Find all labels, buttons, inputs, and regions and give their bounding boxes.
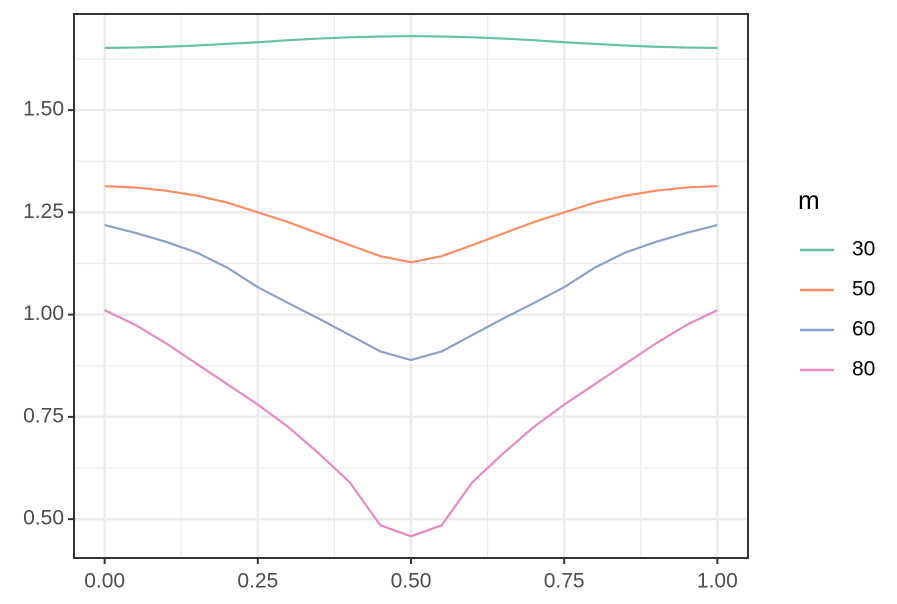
x-tick-label: 0.00: [84, 570, 125, 593]
y-tick-label: 1.50: [23, 98, 64, 121]
legend-label: 50: [852, 278, 875, 301]
line: [104, 309, 718, 538]
panel-border: [73, 13, 749, 559]
line: [104, 34, 718, 50]
y-tick-label: 1.00: [23, 302, 64, 325]
line: [104, 223, 718, 362]
legend-label: 80: [852, 358, 875, 381]
x-tick-label: 0.25: [237, 570, 278, 593]
line: [104, 185, 718, 264]
y-tick-label: 0.50: [23, 507, 64, 530]
y-tick-label: 0.75: [23, 404, 64, 427]
legend-label: 60: [852, 318, 875, 341]
legend-title: m: [798, 185, 820, 215]
x-tick-label: 0.50: [391, 570, 432, 593]
x-tick-label: 0.75: [544, 570, 585, 593]
legend-label: 30: [852, 238, 875, 261]
y-tick-label: 1.25: [23, 200, 64, 223]
x-tick-label: 1.00: [697, 570, 738, 593]
